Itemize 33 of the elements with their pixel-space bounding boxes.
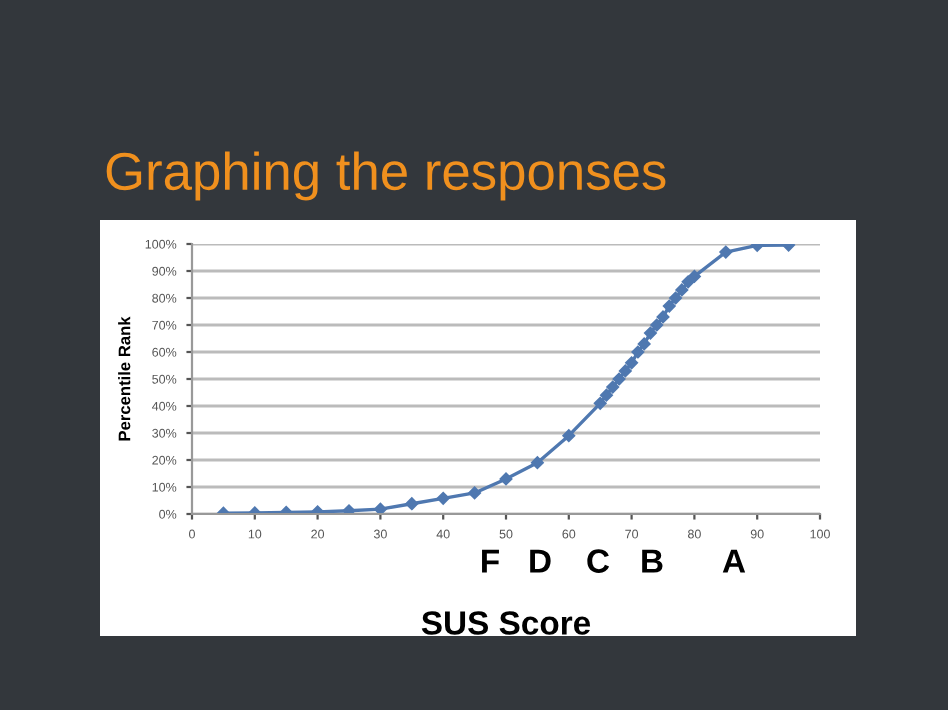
point <box>688 270 701 283</box>
chart-title: Graphing the responses <box>106 151 666 201</box>
point <box>637 337 651 351</box>
point <box>650 318 664 332</box>
point <box>719 245 733 259</box>
text: F <box>482 549 499 573</box>
point <box>612 372 626 386</box>
y-axis-title: Percentile Rank <box>118 316 131 441</box>
text: A <box>722 549 746 573</box>
point <box>644 326 657 340</box>
point <box>374 502 387 514</box>
point <box>531 456 544 469</box>
point <box>662 299 676 313</box>
text: B <box>642 549 663 573</box>
point <box>562 429 576 442</box>
point <box>606 380 620 394</box>
point <box>631 345 645 359</box>
point <box>499 472 513 486</box>
point <box>405 497 419 511</box>
point <box>468 486 481 500</box>
point <box>675 283 689 297</box>
point <box>436 492 450 505</box>
point <box>600 388 613 402</box>
point <box>625 356 638 370</box>
point <box>681 275 695 289</box>
point <box>619 364 632 378</box>
point <box>669 291 682 305</box>
point <box>342 504 356 514</box>
text: D <box>530 549 551 573</box>
point <box>656 310 670 324</box>
text: C <box>587 549 610 573</box>
x-axis-title: SUS Score <box>421 611 591 635</box>
point <box>593 397 607 410</box>
